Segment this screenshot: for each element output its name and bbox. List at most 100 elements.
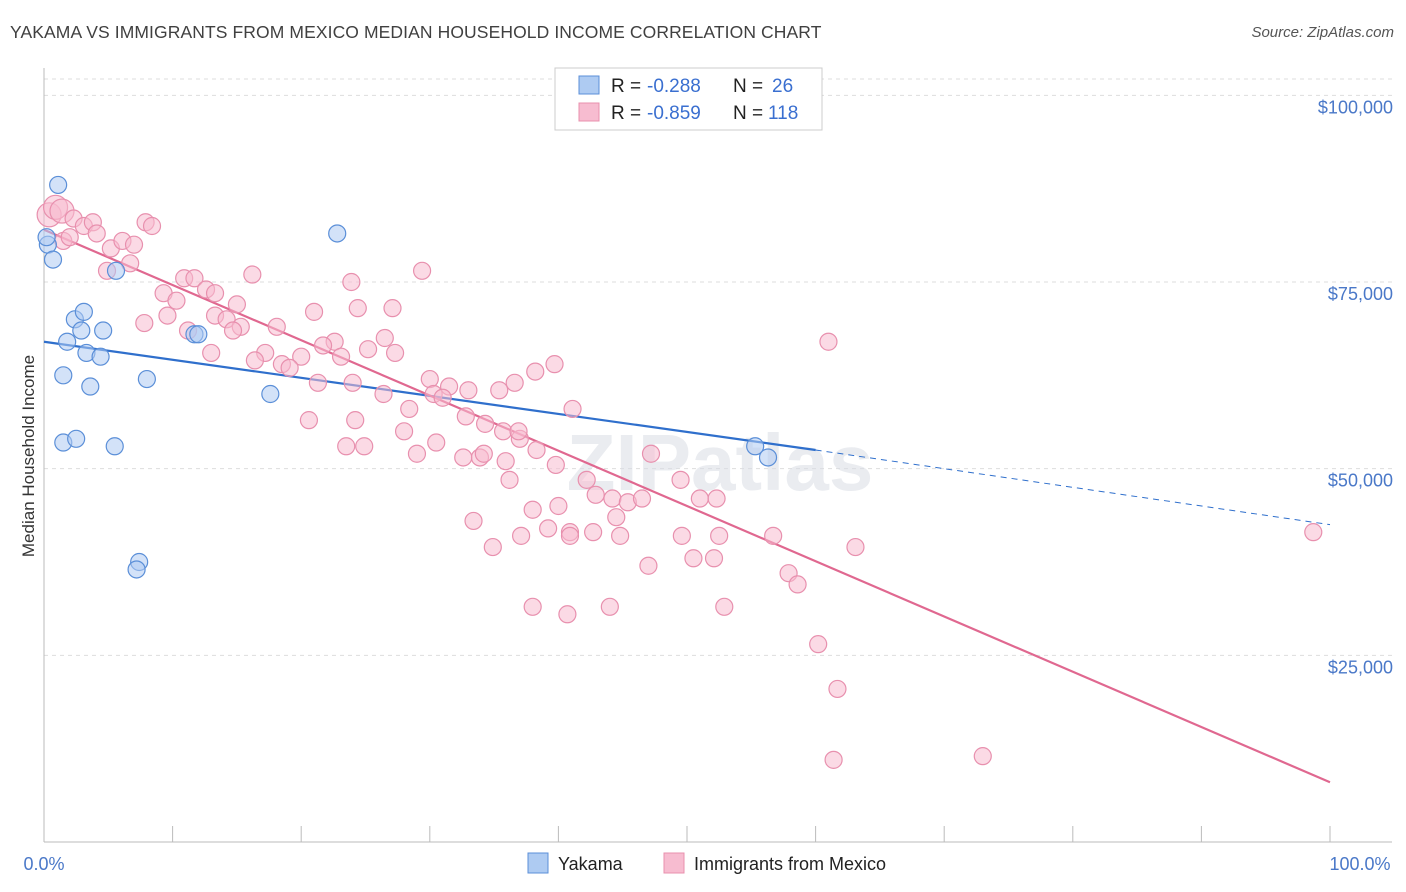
yakama-point bbox=[72, 321, 91, 340]
y-tick-label: $25,000 bbox=[1328, 657, 1393, 677]
yakama-point bbox=[106, 261, 126, 280]
mexico-point bbox=[764, 526, 783, 545]
mexico-point bbox=[342, 272, 361, 292]
bottom-legend-swatch-mexico bbox=[663, 852, 685, 874]
mexico-point bbox=[641, 444, 661, 463]
mexico-point bbox=[456, 407, 475, 426]
mexico-point bbox=[348, 299, 367, 318]
mexico-point bbox=[710, 526, 729, 545]
mexico-point bbox=[355, 437, 374, 456]
mexico-point bbox=[464, 511, 483, 531]
mexico-point bbox=[400, 399, 419, 419]
y-tick-label: $100,000 bbox=[1318, 97, 1393, 117]
mexico-point bbox=[809, 635, 828, 654]
mexico-point bbox=[346, 411, 365, 430]
legend-r-value: -0.859 bbox=[647, 103, 701, 124]
legend-n-label: N = bbox=[733, 103, 763, 124]
mexico-point bbox=[600, 597, 619, 616]
data-points bbox=[36, 175, 1323, 769]
yakama-point bbox=[74, 302, 93, 321]
mexico-point bbox=[135, 313, 154, 333]
mexico-point bbox=[475, 414, 495, 433]
legend-n-value: 26 bbox=[772, 76, 793, 97]
legend-swatch-mexico bbox=[578, 102, 600, 122]
yakama-point bbox=[54, 366, 73, 385]
mexico-point bbox=[539, 519, 558, 538]
mexico-point bbox=[973, 747, 992, 766]
mexico-point bbox=[545, 355, 564, 374]
mexico-point bbox=[527, 440, 546, 460]
mexico-point bbox=[420, 369, 439, 389]
mexico-point bbox=[158, 306, 177, 325]
mexico-point bbox=[202, 343, 221, 363]
yakama-point bbox=[105, 437, 124, 456]
yakama-point bbox=[261, 384, 280, 404]
y-tick-label: $75,000 bbox=[1328, 284, 1393, 304]
mexico-point bbox=[563, 399, 582, 419]
x-tick-label: 100.0% bbox=[1329, 854, 1390, 874]
mexico-point bbox=[672, 526, 691, 545]
mexico-point bbox=[454, 448, 473, 467]
mexico-point bbox=[394, 422, 414, 441]
legend-r-label: R = bbox=[611, 103, 641, 124]
mexico-point bbox=[546, 455, 565, 475]
mexico-trend-line bbox=[43, 228, 1331, 784]
yakama-point bbox=[81, 377, 100, 396]
mexico-point bbox=[358, 340, 378, 359]
mexico-point bbox=[483, 537, 502, 557]
mexico-point bbox=[299, 411, 319, 430]
y-axis-label: Median Household Income bbox=[19, 355, 38, 557]
bottom-legend-swatch-yakama bbox=[527, 852, 549, 874]
mexico-point bbox=[715, 597, 734, 616]
mexico-point bbox=[433, 388, 452, 407]
mexico-point bbox=[494, 422, 513, 441]
mexico-point bbox=[308, 373, 328, 392]
mexico-point bbox=[560, 526, 580, 545]
mexico-point bbox=[313, 336, 333, 355]
mexico-point bbox=[819, 332, 838, 351]
mexico-point bbox=[707, 489, 726, 508]
mexico-point bbox=[512, 526, 531, 545]
mexico-point bbox=[331, 347, 351, 366]
mexico-point bbox=[337, 437, 356, 456]
bottom-legend-yakama: Yakama bbox=[558, 854, 624, 874]
mexico-point bbox=[500, 470, 519, 489]
mexico-point bbox=[227, 295, 246, 314]
mexico-point bbox=[496, 452, 515, 471]
mexico-point bbox=[243, 265, 262, 284]
mexico-point bbox=[121, 254, 140, 273]
mexico-point bbox=[788, 575, 807, 594]
mexico-point bbox=[584, 523, 603, 542]
yakama-point bbox=[37, 228, 56, 247]
mexico-point bbox=[684, 549, 703, 568]
legend-box: R = -0.288 N = 26 R = -0.859 N = 118 bbox=[554, 67, 823, 131]
yakama-point bbox=[67, 429, 86, 448]
mexico-point bbox=[304, 302, 324, 321]
mexico-point bbox=[526, 362, 545, 381]
mexico-point bbox=[523, 597, 542, 616]
mexico-point bbox=[558, 605, 577, 624]
mexico-point bbox=[549, 496, 568, 516]
mexico-point bbox=[505, 373, 524, 392]
mexico-point bbox=[639, 556, 658, 575]
x-tick-label: 0.0% bbox=[23, 854, 64, 874]
mexico-point bbox=[245, 351, 265, 370]
mexico-point bbox=[385, 343, 405, 363]
axes bbox=[43, 68, 1392, 843]
legend-swatch-yakama bbox=[578, 75, 600, 95]
mexico-point bbox=[607, 508, 626, 527]
mexico-point bbox=[407, 444, 427, 463]
mexico-point bbox=[205, 284, 225, 303]
mexico-point bbox=[474, 444, 493, 463]
mexico-point bbox=[383, 299, 402, 318]
yakama-point bbox=[94, 321, 113, 340]
mexico-point bbox=[142, 216, 162, 236]
yakama-point bbox=[189, 325, 208, 344]
mexico-point bbox=[412, 261, 432, 280]
mexico-point bbox=[690, 489, 709, 508]
mexico-point bbox=[671, 470, 690, 489]
mexico-point bbox=[459, 381, 478, 400]
legend-r-value: -0.288 bbox=[647, 76, 701, 97]
mexico-point bbox=[374, 384, 393, 404]
mexico-point bbox=[577, 470, 596, 489]
